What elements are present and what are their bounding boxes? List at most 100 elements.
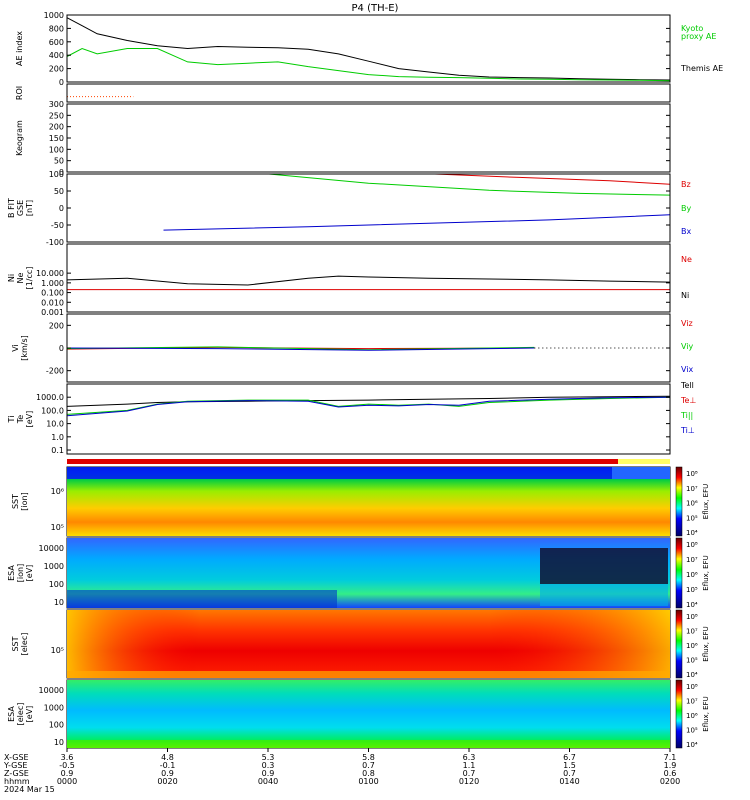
xtick-label-1-2: 0.9: [161, 769, 174, 778]
frame-ae: [66, 14, 671, 83]
ytick-label-bfield-3: 50: [54, 187, 64, 196]
sst-ion-spectrogram: [67, 459, 670, 536]
legend-by: By: [681, 204, 691, 213]
series-bfield-bx: [163, 214, 671, 231]
colorbar-esa-elec: [675, 679, 683, 749]
series-ae-kyotoproxyae: [66, 47, 671, 82]
xtick-label-5-0: 6.7: [563, 753, 576, 762]
series-ae-themisae: [66, 17, 671, 81]
ylabel-sst-ion-1: [ion]: [20, 492, 29, 510]
series-temperature-tell: [66, 395, 671, 407]
colorbar-tick-esa-elec-4: 10⁴: [686, 741, 698, 749]
xtick-label-4-0: 6.3: [463, 753, 476, 762]
xtick-label-0-2: 0.9: [61, 769, 74, 778]
legend-ae-1: proxy AE: [681, 32, 716, 41]
legend-ne: Ne: [681, 255, 692, 264]
xtick-label-0-3: 0000: [57, 777, 77, 786]
xtick-label-6-2: 0.6: [664, 769, 677, 778]
ytick-label-esa-ion-3: 10: [54, 598, 64, 607]
ytick-label-velocity-1: 0: [59, 344, 64, 353]
series-bfield-bz: [434, 173, 671, 185]
ytick-label-density-3: 1.000: [41, 279, 64, 288]
xaxis-row-label-3: hhmm: [4, 777, 30, 786]
xaxis-row-label-0: X-GSE: [4, 753, 29, 762]
xtick-label-4-2: 0.7: [463, 769, 476, 778]
frame-keogram: [66, 103, 671, 173]
ytick-label-keogram-2: 100: [49, 145, 64, 154]
ytick-label-temperature-4: 1000.0: [36, 393, 64, 402]
ylabel-sst-elec-0: SST: [11, 636, 20, 651]
ytick-label-bfield-2: 0: [59, 204, 64, 213]
panel-temperature: Tell Te⊥ Ti|| Ti⊥ 0.1 1.0 10.0 100.0 1000.0 Ti Te[…: [7, 381, 696, 455]
ytick-label-bfield-4: 100: [49, 170, 64, 179]
ylabel-sst-elec-1: [elec]: [20, 633, 29, 656]
colorbar-tick-esa-ion-4: 10⁴: [686, 601, 698, 609]
legend-ae-2: Themis AE: [680, 64, 723, 73]
ylabel-esa-elec-1: [elec]: [16, 703, 25, 726]
ylabel-esa-ion-1: [ion]: [16, 564, 25, 582]
xtick-label-2-0: 5.3: [262, 753, 275, 762]
ytick-label-ae-4: 800: [49, 24, 64, 33]
ytick-label-keogram-0: 0: [59, 168, 64, 177]
ylabel-temperature-2: [eV]: [25, 411, 34, 428]
colorbar-tick-esa-ion-3: 10⁵: [686, 586, 698, 594]
colorbar-tick-esa-ion-2: 10⁶: [686, 571, 698, 579]
ytick-label-density-4: 10.000: [36, 269, 64, 278]
colorbar-tick-esa-elec-2: 10⁶: [686, 712, 698, 720]
xtick-label-6-0: 7.1: [664, 753, 677, 762]
esa-elec-spectrogram: [67, 680, 670, 748]
ylabel-velocity-1: [km/s]: [20, 335, 29, 361]
colorbar-tick-sst-ion-0: 10⁸: [686, 470, 698, 478]
colorbar-sst-ion: [675, 466, 683, 537]
ylabel-esa-ion-2: [eV]: [25, 565, 34, 582]
ylabel-roi-0: ROI: [15, 86, 24, 100]
ylabel-density-2: [1/cc]: [25, 267, 34, 290]
xtick-label-0-1: -0.5: [59, 761, 75, 770]
ytick-label-esa-elec-0: 10000: [39, 686, 64, 695]
xtick-label-3-0: 5.8: [362, 753, 375, 762]
xtick-label-5-2: 0.7: [563, 769, 576, 778]
series-density-ni: [66, 275, 671, 286]
ytick-label-temperature-1: 1.0: [51, 433, 64, 442]
legend-temperature-0: Tell: [680, 381, 694, 390]
colorbar-label-sst-ion: Eflux, EFU: [702, 484, 710, 519]
xtick-label-3-1: 0.7: [362, 761, 375, 770]
xtick-label-2-1: 0.3: [262, 761, 275, 770]
ytick-label-temperature-0: 0.1: [51, 446, 64, 455]
ylabel-temperature-0: Ti: [7, 416, 16, 424]
series-temperature-ti: [66, 396, 671, 417]
ytick-label-sst-elec-0: 10⁵: [51, 646, 64, 655]
ytick-label-velocity-2: 200: [49, 321, 64, 330]
ylabel-esa-ion-0: ESA: [7, 565, 16, 581]
ytick-label-keogram-4: 200: [49, 123, 64, 132]
ytick-label-esa-ion-1: 1000: [44, 562, 64, 571]
xtick-label-1-0: 4.8: [161, 753, 174, 762]
colorbar-tick-sst-elec-1: 10⁷: [686, 628, 698, 636]
colorbar-tick-esa-elec-0: 10⁸: [686, 683, 698, 691]
colorbar-tick-esa-ion-0: 10⁸: [686, 541, 698, 549]
colorbar-tick-sst-ion-3: 10⁵: [686, 514, 698, 522]
colorbar-tick-sst-elec-3: 10⁵: [686, 657, 698, 665]
ylabel-ae-0: AE index: [15, 31, 24, 66]
ylabel-esa-elec-0: ESA: [7, 706, 16, 722]
esa-ion-spectrogram: [67, 538, 670, 608]
ytick-label-sst-ion-0: 10⁶: [51, 487, 64, 496]
series-velocity-viy: [66, 346, 535, 351]
legend-temperature-1: Te⊥: [680, 396, 696, 405]
frame-bfield: [66, 173, 671, 243]
xtick-label-3-2: 0.8: [362, 769, 375, 778]
xtick-label-2-2: 0.9: [262, 769, 275, 778]
ytick-label-keogram-3: 150: [49, 134, 64, 143]
panel-roi: ROI: [15, 83, 671, 103]
legend-ae-0: Kyoto: [681, 24, 703, 33]
series-bfield-by: [268, 173, 671, 196]
colorbar-label-esa-ion: Eflux, EFU: [702, 555, 710, 590]
legend-temperature-3: Ti⊥: [680, 426, 695, 435]
xaxis-row-label-2: Z-GSE: [4, 769, 29, 778]
ytick-label-bfield-1: -50: [51, 221, 64, 230]
panel-velocity: Viz Viy Vix -200 0 200 Vi [km/s]: [11, 313, 694, 383]
ytick-label-temperature-2: 10.0: [46, 420, 64, 429]
ylabel-bfield-1: GSE: [16, 200, 25, 216]
xtick-label-5-1: 1.5: [563, 761, 576, 770]
